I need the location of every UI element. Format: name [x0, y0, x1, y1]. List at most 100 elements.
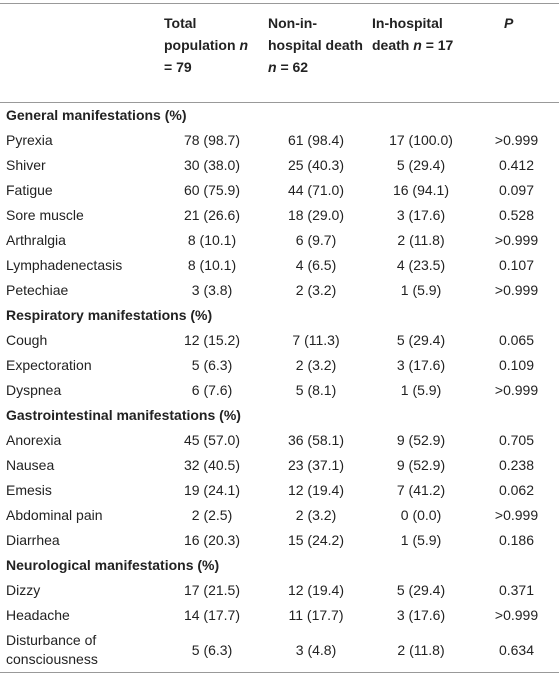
cell: >0.999	[494, 282, 539, 298]
row-label: Nausea	[6, 457, 55, 473]
data-row: Fatigue 60 (75.9) 44 (71.0) 16 (94.1) 0.097	[0, 178, 559, 203]
cell: 44 (71.0)	[287, 182, 345, 198]
section-title: Neurological manifestations (%)	[6, 557, 220, 573]
data-row: Dyspnea 6 (7.6) 5 (8.1) 1 (5.9) >0.999	[0, 378, 559, 403]
page: Total population n = 79 Non-in-hospital d…	[0, 3, 559, 689]
cell: 0.634	[498, 641, 535, 658]
cell: 2 (11.8)	[397, 232, 445, 248]
row-label: Diarrhea	[6, 532, 60, 548]
cell: 0 (0.0)	[400, 507, 442, 523]
row-label: Lymphadenectasis	[6, 257, 123, 273]
section-row: Respiratory manifestations (%)	[0, 303, 559, 328]
cell: 17 (21.5)	[183, 582, 241, 598]
row-label: Emesis	[6, 482, 52, 498]
row-label: Headache	[6, 607, 70, 623]
cell: 60 (75.9)	[183, 182, 241, 198]
cell: 14 (17.7)	[183, 607, 241, 623]
row-label: Shiver	[6, 157, 46, 173]
cell: 5 (8.1)	[295, 382, 337, 398]
cell: 7 (41.2)	[396, 482, 446, 498]
data-row: Arthralgia 8 (10.1) 6 (9.7) 2 (11.8) >0.999	[0, 228, 559, 253]
cell: 8 (10.1)	[187, 232, 237, 248]
cell: 0.109	[498, 357, 535, 373]
cell: 0.062	[498, 482, 535, 498]
cell: 78 (98.7)	[183, 132, 241, 148]
row-label: Sore muscle	[6, 207, 84, 223]
cell: 0.107	[498, 257, 535, 273]
cell: 4 (23.5)	[396, 257, 446, 273]
cell: >0.999	[494, 132, 539, 148]
data-row: Shiver 30 (38.0) 25 (40.3) 5 (29.4) 0.412	[0, 153, 559, 178]
cell: 3 (17.6)	[396, 207, 446, 223]
cell: 3 (17.6)	[396, 607, 446, 623]
header-cell: In-hospital death n = 17	[368, 4, 474, 103]
cell: 5 (29.4)	[396, 332, 446, 348]
cell: 16 (94.1)	[392, 182, 450, 198]
row-label: Dyspnea	[6, 382, 62, 398]
cell: >0.999	[494, 507, 539, 523]
cell: 12 (15.2)	[183, 332, 241, 348]
cell: >0.999	[494, 607, 539, 623]
cell: 5 (6.3)	[191, 641, 233, 658]
cell: 0.065	[498, 332, 535, 348]
data-row: Diarrhea 16 (20.3) 15 (24.2) 1 (5.9) 0.186	[0, 528, 559, 553]
cell: 23 (37.1)	[287, 457, 345, 473]
cell: 6 (7.6)	[191, 382, 233, 398]
cell: 12 (19.4)	[287, 482, 345, 498]
cell: 18 (29.0)	[287, 207, 345, 223]
cell: 3 (3.8)	[191, 282, 233, 298]
cell: 45 (57.0)	[183, 432, 241, 448]
cell: 36 (58.1)	[287, 432, 345, 448]
row-label: Expectoration	[6, 357, 92, 373]
cell: 11 (17.7)	[288, 607, 344, 623]
data-row: Dizzy 17 (21.5) 12 (19.4) 5 (29.4) 0.371	[0, 578, 559, 603]
header-label: In-hospital death	[372, 15, 443, 53]
cell: 2 (11.8)	[397, 641, 445, 658]
row-label: Fatigue	[6, 182, 53, 198]
header-n: n	[268, 59, 277, 75]
row-label: Dizzy	[6, 582, 41, 598]
cell: 0.528	[498, 207, 535, 223]
cell: 8 (10.1)	[187, 257, 237, 273]
cell: 17 (100.0)	[389, 132, 453, 148]
cell: 0.371	[498, 582, 535, 598]
cell: 5 (6.3)	[191, 357, 233, 373]
header-label: P	[504, 15, 514, 31]
cell: 9 (52.9)	[396, 432, 446, 448]
cell: >0.999	[494, 232, 539, 248]
cell: 25 (40.3)	[287, 157, 345, 173]
section-title: Respiratory manifestations (%)	[6, 307, 213, 323]
row-label: Petechiae	[6, 282, 69, 298]
cell: 30 (38.0)	[183, 157, 241, 173]
cell: 2 (3.2)	[295, 357, 337, 373]
cell: 61 (98.4)	[287, 132, 345, 148]
data-row: Nausea 32 (40.5) 23 (37.1) 9 (52.9) 0.238	[0, 453, 559, 478]
row-label: Arthralgia	[6, 232, 66, 248]
section-title: General manifestations (%)	[6, 107, 187, 123]
data-row: Abdominal pain 2 (2.5) 2 (3.2) 0 (0.0) >0.99…	[0, 503, 559, 528]
data-row: Emesis 19 (24.1) 12 (19.4) 7 (41.2) 0.062	[0, 478, 559, 503]
row-label: Cough	[6, 332, 48, 348]
cell: 3 (4.8)	[295, 641, 337, 658]
header-cell: Non-in-hospital death n = 62	[264, 4, 368, 103]
cell: >0.999	[494, 382, 539, 398]
cell: 21 (26.6)	[183, 207, 241, 223]
header-label: Total population	[164, 15, 236, 53]
data-row: Cough 12 (15.2) 7 (11.3) 5 (29.4) 0.065	[0, 328, 559, 353]
cell: 0.705	[498, 432, 535, 448]
cell: 32 (40.5)	[183, 457, 241, 473]
cell: 2 (2.5)	[191, 507, 233, 523]
cell: 6 (9.7)	[295, 232, 337, 248]
header-cell	[0, 4, 160, 103]
data-row: Pyrexia 78 (98.7) 61 (98.4) 17 (100.0) >0.99…	[0, 128, 559, 153]
data-row: Anorexia 45 (57.0) 36 (58.1) 9 (52.9) 0.705	[0, 428, 559, 453]
cell: 1 (5.9)	[400, 382, 442, 398]
section-title: Gastrointestinal manifestations (%)	[6, 407, 241, 423]
row-label: Pyrexia	[6, 132, 53, 148]
data-table: Total population n = 79 Non-in-hospital d…	[0, 3, 559, 673]
section-row: Neurological manifestations (%)	[0, 553, 559, 578]
row-label: Abdominal pain	[6, 507, 103, 523]
section-row: General manifestations (%)	[0, 103, 559, 129]
data-row: Sore muscle 21 (26.6) 18 (29.0) 3 (17.6) 0.5…	[0, 203, 559, 228]
cell: 0.238	[498, 457, 535, 473]
